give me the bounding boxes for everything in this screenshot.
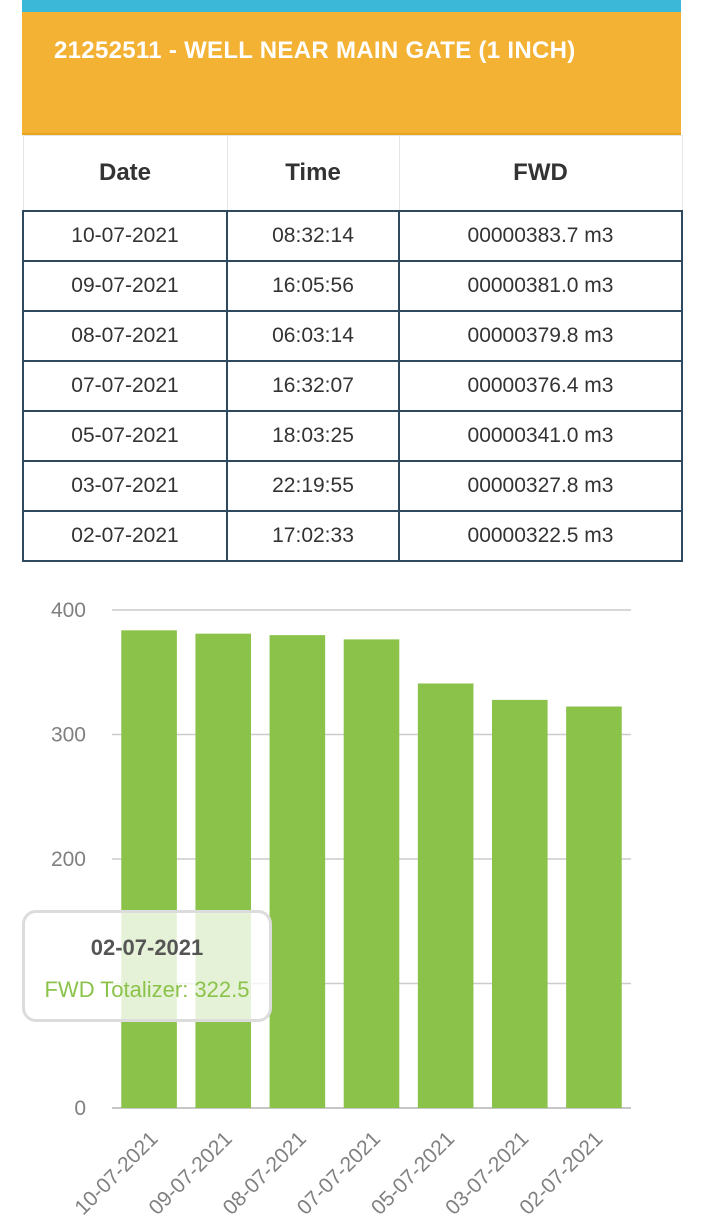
column-header-date[interactable]: Date: [22, 135, 228, 212]
column-header-time[interactable]: Time: [226, 135, 400, 212]
bar-09-07-2021[interactable]: [195, 633, 252, 1108]
cell-date: 08-07-2021: [22, 310, 228, 362]
cell-date: 07-07-2021: [22, 360, 228, 412]
table-row[interactable]: 08-07-2021 06:03:14 00000379.8 m3: [22, 310, 683, 362]
cell-fwd: 00000376.4 m3: [398, 360, 683, 412]
cell-date: 03-07-2021: [22, 460, 228, 512]
table-row[interactable]: 05-07-2021 18:03:25 00000341.0 m3: [22, 410, 683, 462]
y-tick-label: 200: [51, 848, 86, 871]
bars[interactable]: [121, 630, 622, 1108]
cell-fwd: 00000381.0 m3: [398, 260, 683, 312]
y-tick-label: 300: [51, 724, 86, 747]
table-row[interactable]: 02-07-2021 17:02:33 00000322.5 m3: [22, 510, 683, 562]
bar-05-07-2021[interactable]: [417, 683, 474, 1108]
y-tick-label: 400: [51, 599, 86, 622]
column-header-fwd[interactable]: FWD: [398, 135, 683, 212]
cell-time: 17:02:33: [226, 510, 400, 562]
cell-time: 06:03:14: [226, 310, 400, 362]
cell-time: 18:03:25: [226, 410, 400, 462]
y-tick-label: 0: [74, 1097, 86, 1120]
cell-time: 16:32:07: [226, 360, 400, 412]
bar-08-07-2021[interactable]: [269, 635, 326, 1108]
chart-tooltip: 02-07-2021 FWD Totalizer: 322.5: [22, 910, 272, 1022]
table-row[interactable]: 10-07-2021 08:32:14 00000383.7 m3: [22, 210, 683, 262]
tooltip-value: FWD Totalizer: 322.5: [44, 977, 250, 1002]
fwd-bar-chart[interactable]: 0 200 300 400 10-07-2021 09-07-2021 08-07-202…: [0, 580, 711, 1231]
chart-canvas: 0 200 300 400 10-07-202109-07-202108-07-202…: [51, 599, 631, 1219]
x-axis-labels: 10-07-202109-07-202108-07-202107-07-2021…: [70, 1127, 607, 1219]
page-title: 21252511 - WELL NEAR MAIN GATE (1 INCH): [54, 37, 576, 64]
table-header-row: Date Time FWD: [22, 135, 683, 212]
bar-03-07-2021[interactable]: [491, 699, 548, 1108]
bar-10-07-2021[interactable]: [121, 630, 177, 1108]
title-bar: 21252511 - WELL NEAR MAIN GATE (1 INCH): [22, 12, 681, 135]
bar-02-07-2021[interactable]: [566, 706, 622, 1108]
cell-time: 08:32:14: [226, 210, 400, 262]
cell-date: 02-07-2021: [22, 510, 228, 562]
table-row[interactable]: 03-07-2021 22:19:55 00000327.8 m3: [22, 460, 683, 512]
table-row[interactable]: 07-07-2021 16:32:07 00000376.4 m3: [22, 360, 683, 412]
cell-fwd: 00000327.8 m3: [398, 460, 683, 512]
cell-date: 09-07-2021: [22, 260, 228, 312]
cell-fwd: 00000383.7 m3: [398, 210, 683, 262]
table-row[interactable]: 09-07-2021 16:05:56 00000381.0 m3: [22, 260, 683, 312]
readings-table: Date Time FWD 10-07-2021 08:32:14 000003…: [22, 135, 683, 562]
cell-fwd: 00000322.5 m3: [398, 510, 683, 562]
cell-time: 16:05:56: [226, 260, 400, 312]
cell-fwd: 00000379.8 m3: [398, 310, 683, 362]
cell-date: 05-07-2021: [22, 410, 228, 462]
tooltip-date: 02-07-2021: [90, 935, 204, 960]
cell-date: 10-07-2021: [22, 210, 228, 262]
cell-time: 22:19:55: [226, 460, 400, 512]
bar-07-07-2021[interactable]: [343, 639, 400, 1108]
y-axis-ticks: 0 200 300 400: [51, 599, 86, 1120]
cell-fwd: 00000341.0 m3: [398, 410, 683, 462]
top-strip: [22, 0, 681, 12]
